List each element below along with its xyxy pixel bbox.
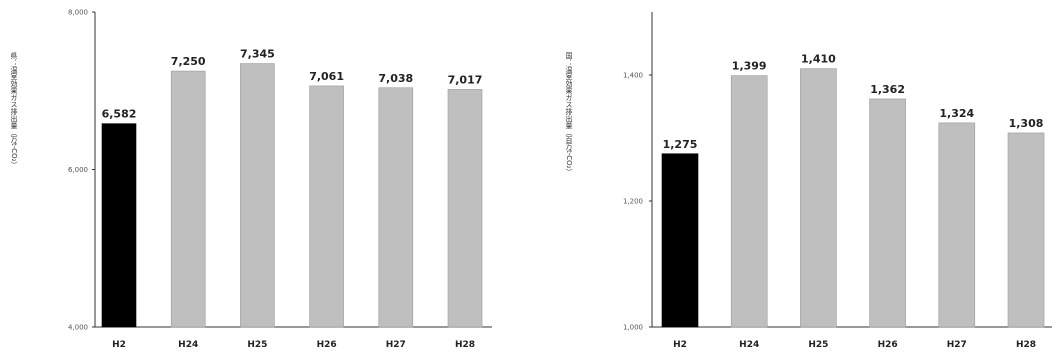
x-tick-label: H26 [878,340,898,350]
data-label: 1,362 [870,83,905,96]
data-label: 7,038 [378,72,413,85]
bar-h27 [938,122,976,328]
data-label: 1,275 [663,138,698,151]
data-label: 7,061 [309,70,344,83]
bar-h2 [661,153,699,328]
chart-1: 県：温室効果ガス排出量（万t-CO₂） 4,000 6,000 8,000 6,582 H… [10,9,492,350]
bar-h2 [101,123,137,328]
x-tick-label: H28 [1016,340,1036,350]
x-tick-label: H25 [247,340,267,350]
bar-h24 [170,70,206,328]
x-tick-label: H2 [673,340,687,350]
y-axis-title: 国：温室効果ガス排出量（百万t-CO₂） [565,52,573,175]
data-label: 1,399 [732,60,767,73]
x-tick-label: H24 [178,340,198,350]
y-tick-label: 1,200 [623,198,643,206]
y-tick-label: 8,000 [68,9,88,17]
y-axis-title: 県：温室効果ガス排出量（万t-CO₂） [10,52,18,168]
x-tick-label: H27 [386,340,406,350]
y-tick-label: 4,000 [68,324,88,332]
chart-2: 国：温室効果ガス排出量（百万t-CO₂） 1,000 1,200 1,400 1,275… [565,12,1052,350]
bar-h27 [378,87,414,328]
x-tick-label: H26 [317,340,337,350]
y-tick-label: 6,000 [68,166,88,174]
bar-h28 [447,89,483,328]
data-label: 7,345 [240,48,275,61]
bar-h25 [240,63,275,328]
bar-h26 [309,85,344,328]
data-label: 6,582 [102,108,137,121]
y-tick-label: 1,000 [623,324,643,332]
data-label: 1,410 [801,53,836,66]
bar-h24 [730,75,768,328]
x-tick-label: H2 [112,340,126,350]
bar-h25 [800,68,837,328]
bar-h28 [1007,132,1045,328]
bar-h26 [869,98,906,328]
x-tick-label: H28 [455,340,475,350]
x-tick-label: H24 [739,340,759,350]
x-tick-label: H25 [808,340,828,350]
y-tick-label: 1,400 [623,72,643,80]
data-label: 1,324 [939,107,974,120]
data-label: 7,017 [448,73,483,86]
data-label: 7,250 [171,55,206,68]
x-tick-label: H27 [947,340,967,350]
data-label: 1,308 [1009,117,1044,130]
